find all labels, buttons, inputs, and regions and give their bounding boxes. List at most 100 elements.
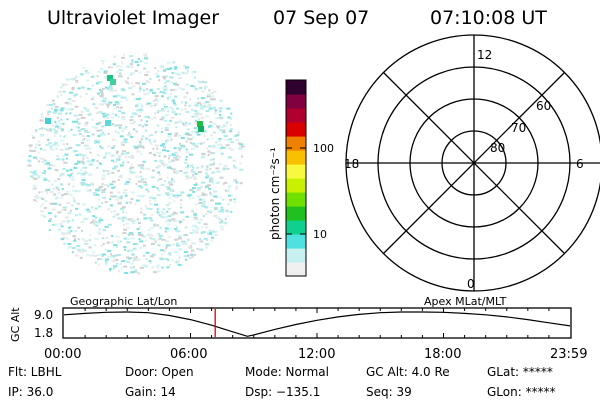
- image-pixel: [71, 100, 76, 102]
- image-pixel: [219, 176, 224, 179]
- image-pixel: [211, 236, 214, 239]
- image-pixel: [212, 152, 215, 155]
- image-pixel: [74, 214, 78, 217]
- image-pixel: [158, 214, 162, 217]
- colorbar: [285, 79, 307, 277]
- image-pixel: [148, 202, 153, 205]
- image-pixel: [110, 210, 113, 213]
- image-pixel: [135, 182, 138, 185]
- image-pixel: [156, 210, 159, 213]
- image-pixel: [193, 183, 198, 186]
- image-pixel: [51, 124, 55, 127]
- image-pixel: [31, 150, 36, 152]
- image-pixel: [112, 167, 116, 170]
- image-pixel: [57, 191, 61, 194]
- image-pixel: [91, 183, 94, 186]
- image-pixel: [89, 112, 92, 115]
- image-pixel: [59, 122, 63, 125]
- image-pixel: [84, 171, 87, 173]
- image-pixel: [173, 82, 178, 85]
- image-pixel: [127, 233, 130, 236]
- image-pixel: [158, 79, 161, 82]
- image-pixel: [85, 208, 90, 211]
- image-pixel: [51, 99, 55, 102]
- image-pixel: [205, 243, 209, 246]
- image-pixel: [65, 216, 69, 219]
- image-pixel: [240, 155, 243, 158]
- image-pixel: [186, 83, 190, 86]
- image-pixel: [54, 120, 57, 123]
- uv-image-disk: [27, 53, 245, 275]
- image-pixel: [35, 194, 38, 197]
- image-pixel: [195, 131, 199, 134]
- gc-alt-series-line: [63, 311, 571, 337]
- image-pixel: [139, 88, 142, 91]
- image-pixel: [116, 245, 119, 248]
- image-pixel: [174, 66, 178, 69]
- image-pixel: [73, 150, 78, 153]
- image-pixel: [151, 169, 155, 172]
- image-pixel: [129, 201, 132, 204]
- image-pixel: [215, 117, 220, 120]
- image-pixel: [60, 93, 63, 96]
- image-pixel: [192, 166, 195, 169]
- image-pixel: [191, 71, 194, 74]
- image-pixel: [194, 216, 198, 219]
- image-pixel: [146, 207, 150, 210]
- image-pixel: [156, 194, 161, 197]
- image-pixel: [130, 163, 133, 166]
- image-pixel: [113, 265, 118, 268]
- image-pixel: [177, 134, 182, 137]
- image-pixel: [222, 167, 227, 170]
- image-pixel: [214, 230, 218, 233]
- image-pixel: [175, 170, 180, 173]
- image-pixel: [235, 134, 239, 137]
- image-pixel: [121, 87, 125, 90]
- image-pixel: [52, 104, 54, 107]
- image-pixel: [119, 135, 124, 138]
- image-pixel: [127, 226, 130, 229]
- image-pixel: [102, 115, 107, 118]
- image-pixel: [105, 70, 108, 73]
- image-pixel: [80, 110, 84, 113]
- image-pixel: [170, 100, 173, 103]
- image-pixel: [105, 152, 108, 155]
- image-pixel: [208, 124, 212, 127]
- image-pixel: [90, 254, 95, 257]
- image-pixel: [141, 135, 145, 138]
- image-pixel: [164, 126, 169, 129]
- image-pixel: [80, 73, 84, 76]
- image-pixel: [167, 110, 169, 113]
- image-pixel: [119, 106, 123, 109]
- image-pixel: [118, 72, 122, 75]
- image-pixel: [225, 144, 230, 147]
- image-pixel: [201, 181, 206, 184]
- image-pixel: [173, 212, 178, 215]
- image-pixel: [102, 131, 105, 134]
- image-pixel: [54, 109, 59, 112]
- image-pixel: [143, 62, 148, 65]
- image-pixel: [164, 227, 169, 230]
- image-pixel: [209, 193, 213, 196]
- image-pixel: [194, 119, 197, 122]
- image-pixel: [171, 111, 176, 114]
- image-pixel: [207, 101, 210, 104]
- image-pixel: [224, 138, 228, 141]
- image-pixel: [110, 253, 113, 256]
- image-pixel: [142, 244, 146, 247]
- image-pixel: [212, 122, 217, 125]
- image-pixel: [91, 133, 95, 136]
- image-pixel: [74, 162, 79, 165]
- gc-alt-readout: GC Alt: 4.0 Re: [366, 365, 450, 379]
- image-pixel: [97, 141, 100, 144]
- image-pixel: [47, 167, 52, 170]
- image-pixel: [191, 252, 193, 255]
- image-pixel: [94, 255, 98, 257]
- image-pixel: [60, 225, 64, 228]
- plot-x-ticks: [84, 308, 550, 338]
- image-pixel: [107, 170, 111, 173]
- image-pixel: [209, 106, 212, 109]
- image-pixel: [231, 141, 234, 144]
- image-pixel: [200, 240, 204, 243]
- image-pixel: [213, 106, 216, 109]
